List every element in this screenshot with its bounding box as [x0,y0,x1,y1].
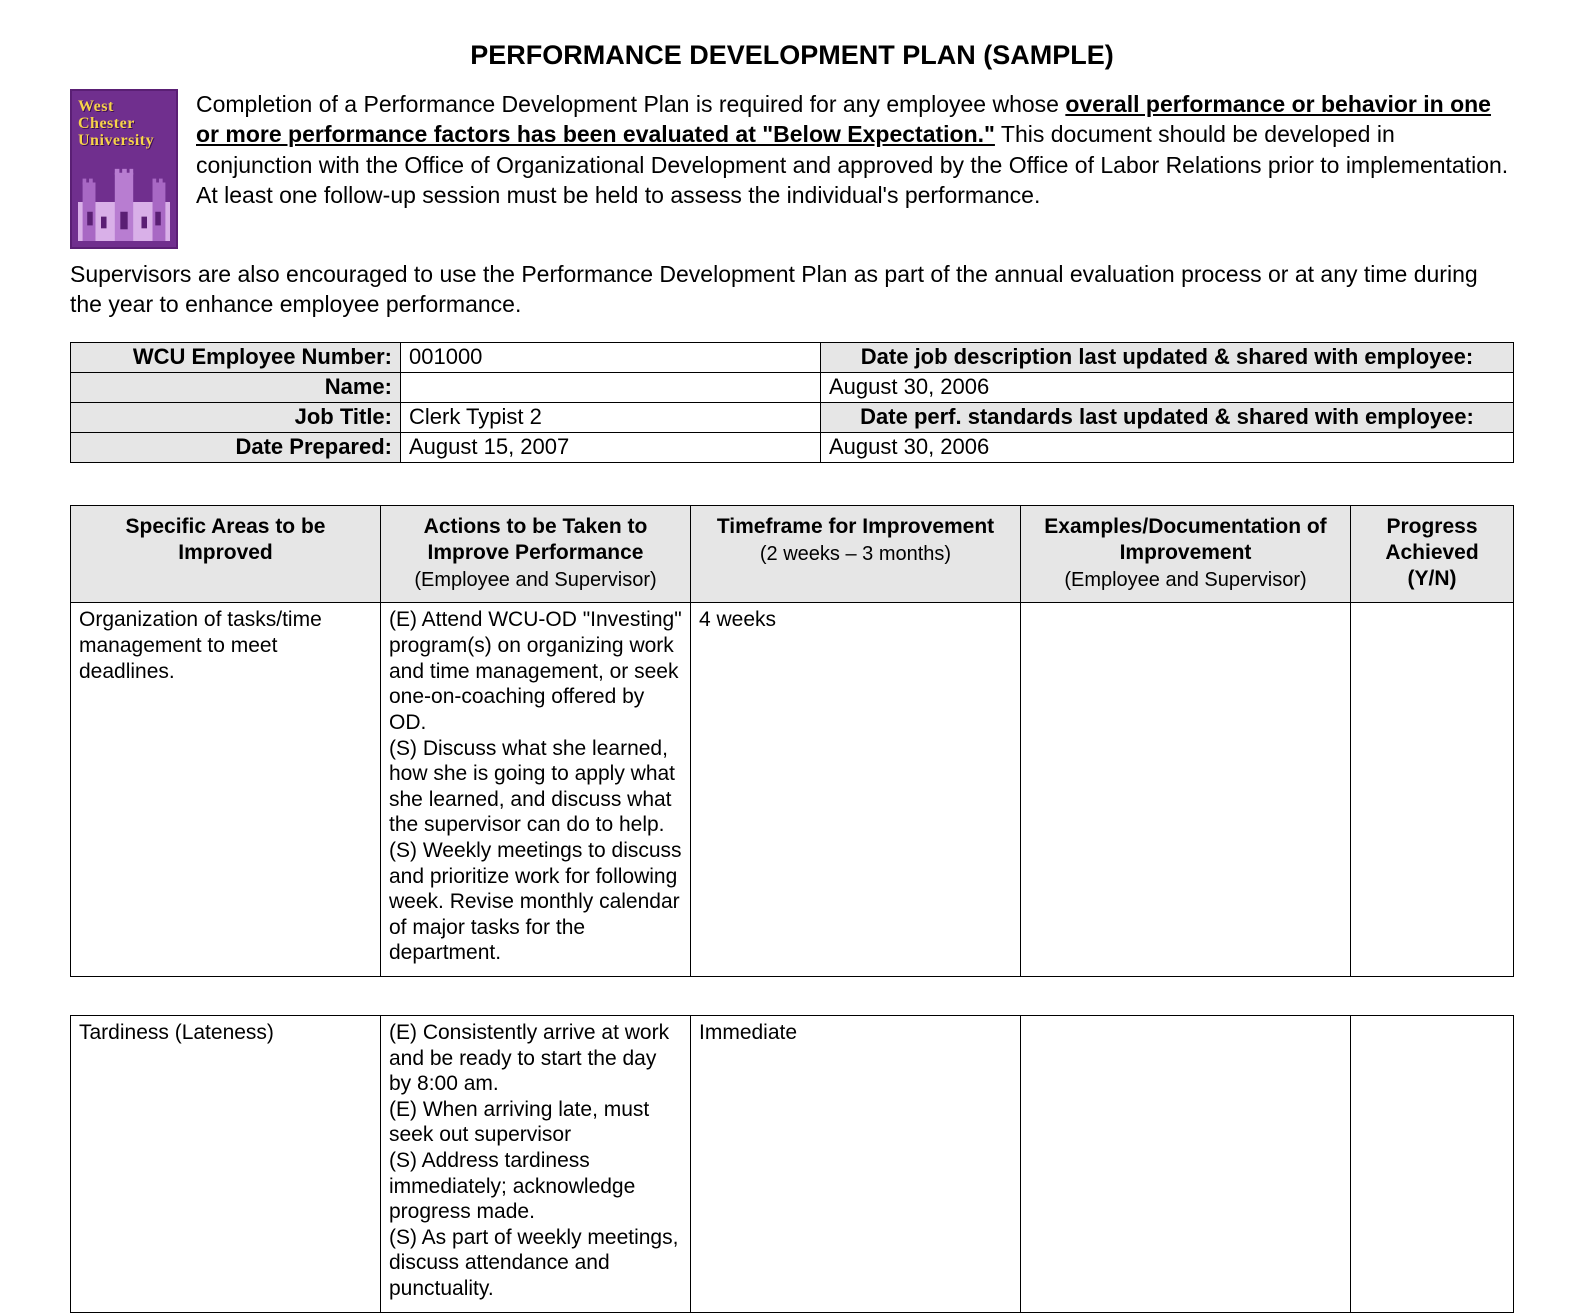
cell-actions: (E) Consistently arrive at work and be r… [381,1016,691,1313]
header-block: West Chester University [70,89,1514,249]
info-value-job-title: Clerk Typist 2 [401,402,821,432]
document-page: PERFORMANCE DEVELOPMENT PLAN (SAMPLE) We… [0,0,1584,1313]
improvement-plan-table-2: Tardiness (Lateness) (E) Consistently ar… [70,1015,1514,1313]
employee-info-table: WCU Employee Number: 001000 Date job des… [70,342,1514,463]
col-header-progress: Progress Achieved (Y/N) [1351,505,1514,603]
intro-paragraph-2: Supervisors are also encouraged to use t… [70,259,1514,320]
castle-icon [78,163,170,241]
cell-area: Organization of tasks/time management to… [71,603,381,977]
wcu-logo: West Chester University [70,89,178,249]
info-value-name [401,372,821,402]
intro-paragraph-1: Completion of a Performance Development … [196,89,1514,210]
logo-line3: University [78,132,154,149]
col-header-areas: Specific Areas to be Improved [71,505,381,603]
logo-text: West Chester University [78,99,170,149]
table-row: Job Title: Clerk Typist 2 Date perf. sta… [71,402,1514,432]
col-header-examples: Examples/Documentation of Improvement(Em… [1021,505,1351,603]
cell-timeframe: Immediate [691,1016,1021,1313]
info-value-perf-standards-date: August 30, 2006 [821,432,1514,462]
info-label-perf-standards-date: Date perf. standards last updated & shar… [821,402,1514,432]
cell-examples [1021,603,1351,977]
cell-actions: (E) Attend WCU-OD "Investing" program(s)… [381,603,691,977]
cell-progress [1351,603,1514,977]
info-label-date-prepared: Date Prepared: [71,432,401,462]
intro-lead: Completion of a Performance Development … [196,91,1065,117]
table-row: Organization of tasks/time management to… [71,603,1514,977]
col-header-timeframe: Timeframe for Improvement(2 weeks – 3 mo… [691,505,1021,603]
info-value-job-desc-date: August 30, 2006 [821,372,1514,402]
table-header-row: Specific Areas to be Improved Actions to… [71,505,1514,603]
table-row: Tardiness (Lateness) (E) Consistently ar… [71,1016,1514,1313]
table-row: Date Prepared: August 15, 2007 August 30… [71,432,1514,462]
logo-line1: West [78,98,114,115]
cell-examples [1021,1016,1351,1313]
col-header-actions: Actions to be Taken to Improve Performan… [381,505,691,603]
logo-line2: Chester [78,115,135,132]
info-value-employee-number: 001000 [401,342,821,372]
info-value-date-prepared: August 15, 2007 [401,432,821,462]
table-gap [70,977,1514,1015]
improvement-plan-table: Specific Areas to be Improved Actions to… [70,505,1514,977]
cell-timeframe: 4 weeks [691,603,1021,977]
info-label-name: Name: [71,372,401,402]
table-row: WCU Employee Number: 001000 Date job des… [71,342,1514,372]
cell-area: Tardiness (Lateness) [71,1016,381,1313]
info-label-job-desc-date: Date job description last updated & shar… [821,342,1514,372]
table-row: Name: August 30, 2006 [71,372,1514,402]
info-label-employee-number: WCU Employee Number: [71,342,401,372]
page-title: PERFORMANCE DEVELOPMENT PLAN (SAMPLE) [70,40,1514,71]
cell-progress [1351,1016,1514,1313]
info-label-job-title: Job Title: [71,402,401,432]
